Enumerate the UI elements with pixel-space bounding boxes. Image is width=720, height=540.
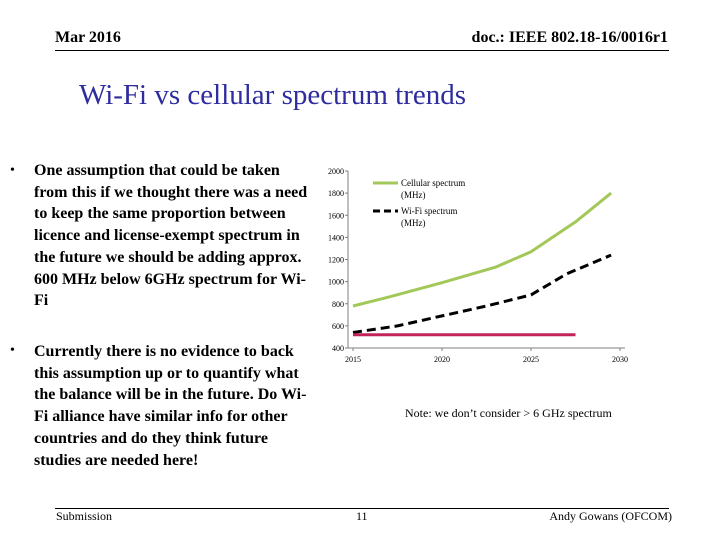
- legend-label-2: Wi-Fi spectrum: [401, 206, 457, 216]
- y-tick-label: 1000: [328, 278, 344, 287]
- slide-title: Wi-Fi vs cellular spectrum trends: [79, 79, 467, 111]
- x-tick-label: 2015: [345, 355, 361, 364]
- footer-rule: [55, 508, 669, 509]
- bullet-text-2: Currently there is no evidence to back t…: [34, 343, 307, 469]
- footer-submission: Submission: [56, 509, 113, 523]
- y-tick-label: 2000: [328, 167, 344, 176]
- y-tick-label: 1800: [328, 189, 344, 198]
- header-date: Mar 2016: [55, 29, 121, 46]
- legend-label-2: (MHz): [401, 218, 426, 228]
- header-doc-id: doc.: IEEE 802.18-16/0016r1: [471, 29, 668, 46]
- bullet-marker-2: •: [10, 343, 15, 358]
- spectrum-trend-chart: 400 600 800 1000 1200 1400 1600 1800 2000 2015 202…: [328, 167, 628, 364]
- x-tick-label: 2025: [523, 355, 539, 364]
- legend-label-1: Cellular spectrum: [401, 178, 465, 188]
- bullet-text-1: One assumption that could be taken from …: [34, 162, 308, 310]
- series-line-2: [352, 253, 612, 334]
- series-line-1: [352, 191, 613, 308]
- x-tick-label: 2030: [612, 355, 628, 364]
- bullet-marker-1: •: [10, 163, 15, 178]
- header-rule: [55, 50, 669, 51]
- chart-note: Note: we don’t consider > 6 GHz spectrum: [405, 406, 612, 420]
- footer-page-number: 11: [356, 509, 368, 523]
- y-tick-label: 800: [332, 300, 344, 309]
- footer-author: Andy Gowans (OFCOM): [549, 509, 672, 523]
- y-tick-label: 1200: [328, 256, 344, 265]
- y-tick-label: 1600: [328, 211, 344, 220]
- y-tick-label: 1400: [328, 233, 344, 242]
- y-tick-label: 600: [332, 322, 344, 331]
- y-tick-label: 400: [332, 344, 344, 353]
- x-tick-label: 2020: [434, 355, 450, 364]
- legend-label-1: (MHz): [401, 190, 426, 200]
